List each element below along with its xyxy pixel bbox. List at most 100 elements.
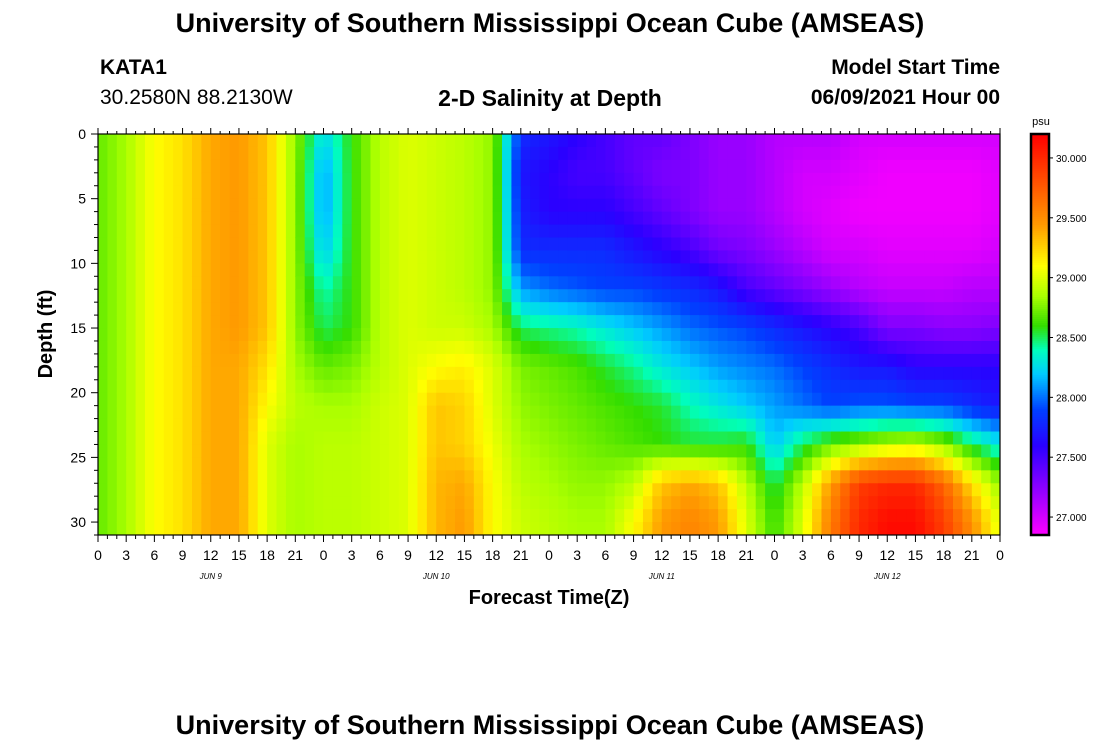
heatmap-cell <box>943 146 954 161</box>
heatmap-cell <box>746 172 757 187</box>
heatmap-cell <box>144 211 155 226</box>
heatmap-cell <box>990 134 1000 148</box>
heatmap-cell <box>417 379 428 394</box>
heatmap-cell <box>887 353 898 368</box>
heatmap-cell <box>577 146 588 161</box>
heatmap-cell <box>304 379 315 394</box>
heatmap-cell <box>191 172 202 187</box>
heatmap-cell <box>577 198 588 213</box>
heatmap-cell <box>229 159 240 174</box>
heatmap-cell <box>877 457 888 471</box>
colorbar-band <box>1031 202 1049 205</box>
colorbar-band <box>1031 450 1049 454</box>
heatmap-cell <box>549 172 559 187</box>
heatmap-cell <box>774 405 785 420</box>
heatmap-cell <box>201 263 212 277</box>
heatmap-cell <box>887 418 898 433</box>
heatmap-cell <box>558 470 569 484</box>
heatmap-cell <box>417 237 428 252</box>
heatmap-cell <box>304 431 315 446</box>
heatmap-cell <box>887 250 898 264</box>
heatmap-cell <box>201 159 212 174</box>
heatmap-cell <box>445 392 456 407</box>
heatmap-cell <box>549 392 559 407</box>
heatmap-cell <box>238 457 249 471</box>
heatmap-cell <box>736 172 747 187</box>
heatmap-cell <box>718 328 729 342</box>
heatmap-cell <box>953 211 964 226</box>
heatmap-cell <box>210 522 221 535</box>
heatmap-cell <box>116 211 127 226</box>
heatmap-cell <box>708 159 719 174</box>
colorbar-band <box>1031 224 1049 227</box>
heatmap-cell <box>774 315 785 329</box>
heatmap-cell <box>633 379 644 394</box>
heatmap-cell <box>624 340 635 355</box>
heatmap-cell <box>699 185 710 200</box>
heatmap-cell <box>182 483 193 497</box>
heatmap-cell <box>652 522 663 535</box>
heatmap-cell <box>859 353 870 368</box>
heatmap-cell <box>116 353 127 368</box>
heatmap-cell <box>624 366 635 381</box>
heatmap-cell <box>332 418 343 433</box>
heatmap-cell <box>473 185 484 200</box>
heatmap-cell <box>295 444 306 458</box>
heatmap-cell <box>285 405 296 420</box>
heatmap-cell <box>971 172 982 187</box>
heatmap-cell <box>379 198 390 213</box>
heatmap-cell <box>661 134 672 148</box>
heatmap-cell <box>257 470 268 484</box>
heatmap-cell <box>144 366 155 381</box>
heatmap-cell <box>718 366 729 381</box>
heatmap-cell <box>257 289 268 303</box>
heatmap-cell <box>163 340 174 355</box>
heatmap-cell <box>840 289 851 303</box>
heatmap-cell <box>595 522 606 535</box>
heatmap-cell <box>370 522 381 535</box>
heatmap-cell <box>567 224 578 239</box>
heatmap-cell <box>144 134 155 148</box>
heatmap-cell <box>342 509 353 523</box>
heatmap-cell <box>558 224 569 239</box>
heatmap-cell <box>530 302 541 316</box>
heatmap-cell <box>652 289 663 303</box>
heatmap-cell <box>727 224 738 239</box>
heatmap-cell <box>473 328 484 342</box>
colorbar-band <box>1031 158 1049 161</box>
heatmap-cell <box>191 483 202 497</box>
colorbar-band <box>1031 288 1049 291</box>
heatmap-cell <box>924 509 935 523</box>
heatmap-cell <box>201 392 212 407</box>
heatmap-cell <box>971 134 982 148</box>
heatmap-cell <box>915 509 926 523</box>
heatmap-cell <box>802 198 813 213</box>
heatmap-cell <box>962 250 973 264</box>
heatmap-cell <box>144 522 155 535</box>
heatmap-cell <box>295 263 306 277</box>
heatmap-cell <box>408 276 419 290</box>
heatmap-cell <box>821 211 832 226</box>
heatmap-cell <box>849 444 860 458</box>
heatmap-cell <box>849 366 860 381</box>
colorbar-band <box>1031 410 1049 414</box>
colorbar-band <box>1031 268 1049 271</box>
heatmap-cell <box>849 289 860 303</box>
colorbar-band <box>1031 508 1049 512</box>
heatmap-cell <box>417 418 428 433</box>
heatmap-cell <box>774 392 785 407</box>
heatmap-cell <box>802 302 813 316</box>
heatmap-cell <box>98 211 108 226</box>
heatmap-cell <box>906 289 917 303</box>
heatmap-cell <box>201 302 212 316</box>
heatmap-cell <box>473 134 484 148</box>
heatmap-cell <box>285 353 296 368</box>
heatmap-cell <box>267 392 278 407</box>
heatmap-cell <box>821 431 832 446</box>
heatmap-cell <box>718 302 729 316</box>
heatmap-cell <box>661 224 672 239</box>
heatmap-cell <box>342 353 353 368</box>
heatmap-cell <box>539 405 550 420</box>
heatmap-cell <box>746 509 757 523</box>
heatmap-cell <box>953 302 964 316</box>
